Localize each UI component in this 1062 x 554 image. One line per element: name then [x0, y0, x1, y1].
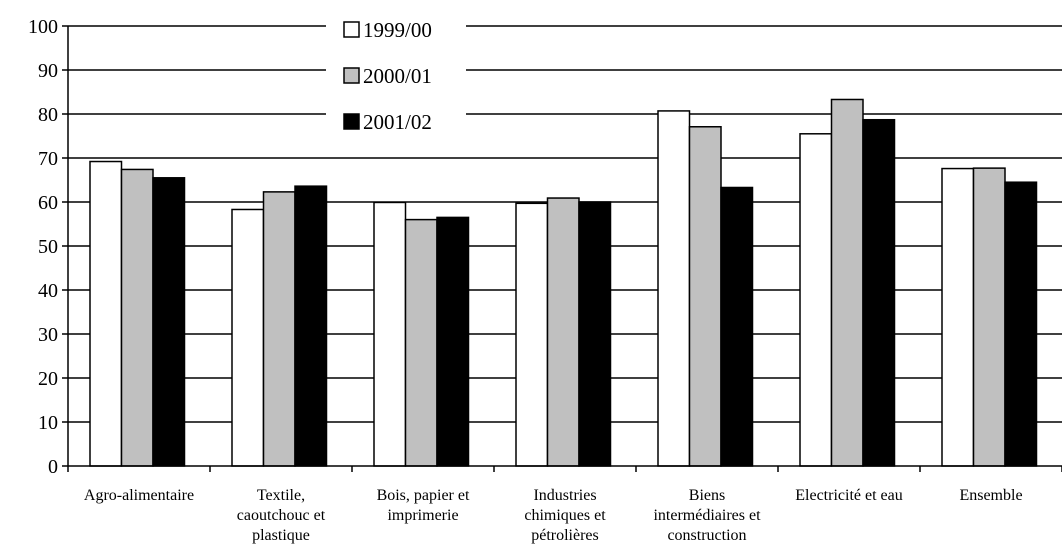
- bar-2001-02-0: [152, 177, 186, 467]
- bar-2000-01-0: [120, 168, 154, 467]
- bar-1999-00-4: [657, 110, 691, 467]
- x-category-label: Bois, papier et imprimerie: [377, 487, 470, 524]
- bar-2001-02-5: [862, 118, 896, 467]
- y-tick-label: 60: [38, 192, 58, 214]
- bar-2001-02-3: [578, 201, 612, 467]
- bar-2000-01-6: [972, 167, 1006, 467]
- x-category-label-line: chimiques et: [524, 507, 606, 524]
- bar-1999-00-2: [373, 201, 407, 467]
- bar-2000-01-1: [262, 191, 296, 467]
- x-category-label-line: Bois, papier et: [377, 487, 470, 504]
- legend-label: 1999/00: [363, 18, 432, 42]
- y-tick-label: 80: [38, 104, 58, 126]
- x-category-label-line: Ensemble: [959, 487, 1022, 504]
- x-category-label-line: Biens: [689, 487, 725, 504]
- x-category-label: Ensemble: [959, 487, 1022, 504]
- axes: 0 10 20 30 40 50 60 70 80 90 100 Agro-alimentaire Te…: [28, 16, 1062, 544]
- bars: [89, 98, 1038, 467]
- legend-label: 2000/01: [363, 64, 432, 88]
- x-category-label-line: imprimerie: [387, 507, 458, 524]
- bar-2001-02-6: [1004, 181, 1038, 467]
- x-category-label: Textile, caoutchouc et plastique: [237, 487, 326, 544]
- bar-2001-02-4: [720, 186, 754, 467]
- bar-1999-00-1: [231, 208, 265, 467]
- legend-swatch: [343, 113, 360, 130]
- x-category-label: Biens intermédiaires et construction: [653, 487, 761, 544]
- x-category-label: Industries chimiques et pétrolières: [524, 487, 606, 544]
- bar-1999-00-5: [799, 133, 833, 467]
- y-tick-label: 30: [38, 324, 58, 346]
- bar-2001-02-2: [436, 216, 470, 467]
- x-category-label-line: intermédiaires et: [653, 507, 761, 524]
- bar-1999-00-0: [89, 160, 123, 467]
- x-category-label: Agro-alimentaire: [84, 487, 194, 504]
- bar-1999-00-6: [941, 167, 975, 467]
- bar-2001-02-1: [294, 185, 328, 467]
- y-tick-label: 90: [38, 60, 58, 82]
- x-category-label-line: caoutchouc et: [237, 507, 326, 524]
- bar-2000-01-3: [546, 197, 580, 467]
- y-tick-label: 40: [38, 280, 58, 302]
- x-category-label-line: plastique: [252, 527, 310, 544]
- x-category-label-line: construction: [667, 527, 746, 544]
- y-tick-label: 100: [28, 16, 58, 38]
- y-tick-label: 10: [38, 412, 58, 434]
- bar-2000-01-5: [830, 98, 864, 467]
- x-category-label-line: Agro-alimentaire: [84, 487, 194, 504]
- x-category-label-line: pétrolières: [531, 527, 599, 544]
- legend-swatch: [343, 67, 360, 84]
- x-category-label-line: Industries: [533, 487, 596, 504]
- bar-2000-01-4: [688, 126, 722, 467]
- legend-swatch: [343, 21, 360, 38]
- y-tick-label: 50: [38, 236, 58, 258]
- legend-label: 2001/02: [363, 110, 432, 134]
- x-category-label-line: Electricité et eau: [795, 487, 902, 504]
- bar-2000-01-2: [404, 218, 438, 467]
- y-tick-label: 0: [48, 456, 58, 478]
- x-category-label-line: Textile,: [257, 487, 305, 504]
- legend: 1999/00 2000/01 2001/02: [326, 12, 466, 157]
- y-tick-label: 20: [38, 368, 58, 390]
- y-tick-label: 70: [38, 148, 58, 170]
- bar-1999-00-3: [515, 202, 549, 467]
- x-category-label: Electricité et eau: [795, 487, 902, 504]
